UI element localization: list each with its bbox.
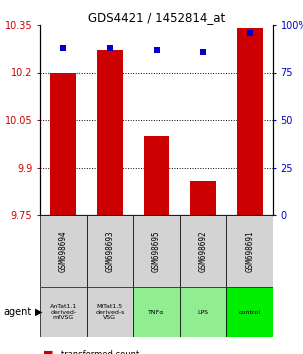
Bar [51, 73, 76, 215]
Text: control: control [239, 309, 261, 314]
Bar [40, 215, 87, 287]
Text: ▶: ▶ [35, 307, 42, 317]
Text: transformed count: transformed count [61, 350, 139, 354]
Bar [133, 287, 180, 337]
Bar [87, 215, 133, 287]
Text: GSM698691: GSM698691 [245, 230, 254, 272]
Text: GSM698692: GSM698692 [198, 230, 208, 272]
Bar [180, 287, 226, 337]
Text: GSM698695: GSM698695 [152, 230, 161, 272]
Text: LPS: LPS [198, 309, 208, 314]
Bar [190, 181, 216, 215]
Bar [97, 50, 123, 215]
Text: ■: ■ [43, 349, 54, 354]
Text: TNFα: TNFα [148, 309, 165, 314]
Bar [144, 136, 169, 215]
Title: GDS4421 / 1452814_at: GDS4421 / 1452814_at [88, 11, 225, 24]
Bar [87, 287, 133, 337]
Bar [40, 287, 87, 337]
Text: GSM698693: GSM698693 [105, 230, 115, 272]
Bar [226, 215, 273, 287]
Text: GSM698694: GSM698694 [59, 230, 68, 272]
Bar [180, 215, 226, 287]
Bar [237, 28, 262, 215]
Text: AnTat1.1
derived-
mfVSG: AnTat1.1 derived- mfVSG [50, 304, 77, 320]
Bar [226, 287, 273, 337]
Text: agent: agent [3, 307, 31, 317]
Bar [133, 215, 180, 287]
Text: MiTat1.5
derived-s
VSG: MiTat1.5 derived-s VSG [95, 304, 125, 320]
